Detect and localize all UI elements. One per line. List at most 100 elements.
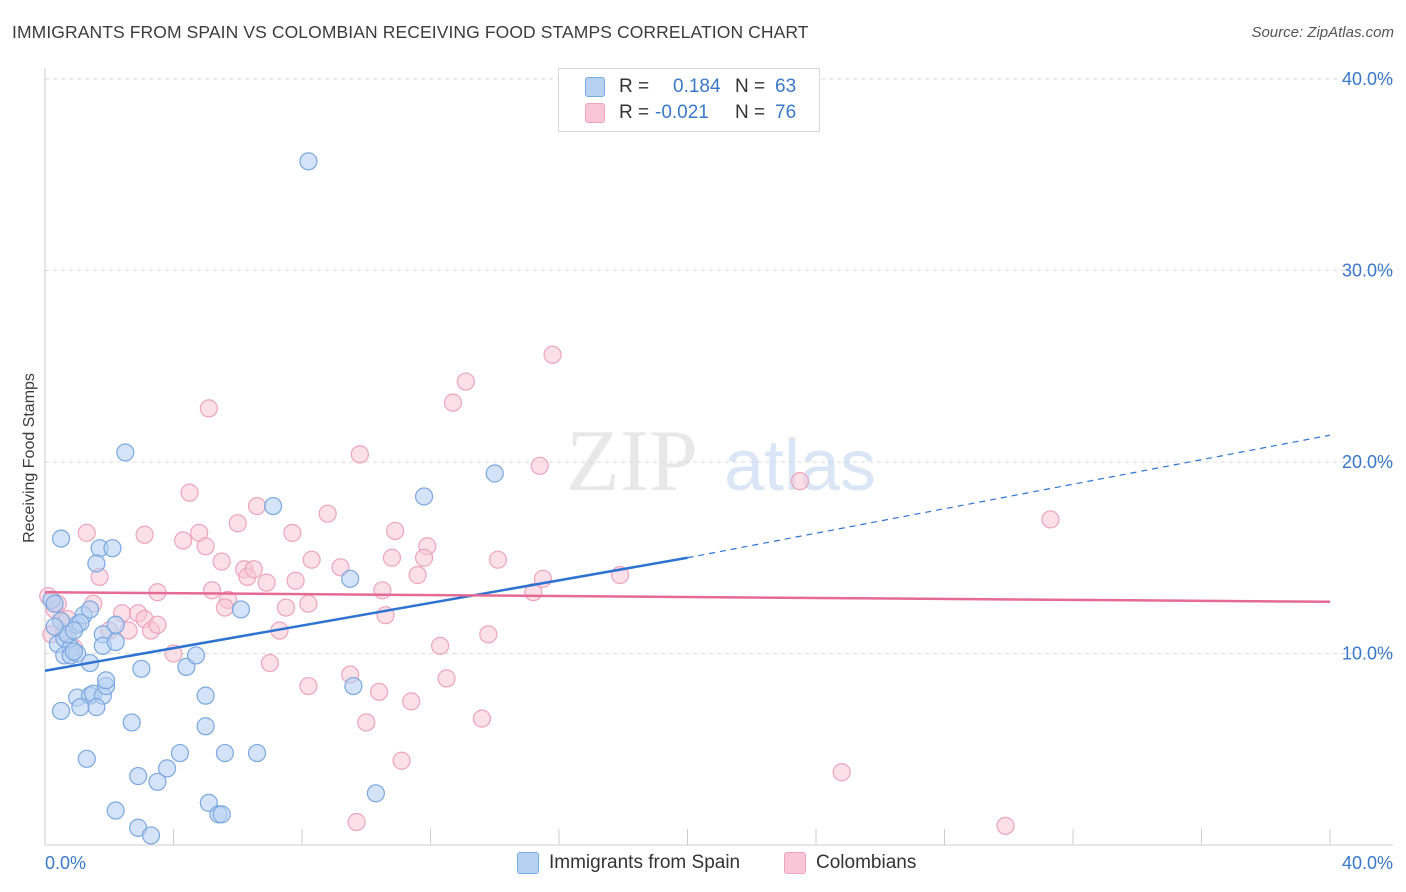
y-tick-label: 20.0% (1342, 452, 1393, 472)
legend-row-spain: R = 0.184 N = 63 (585, 75, 796, 99)
data-point-colombians (832, 763, 851, 782)
data-point-spain (186, 646, 206, 665)
data-point-spain (341, 569, 360, 588)
data-point-spain (51, 529, 71, 548)
legend-swatch-pink (585, 103, 605, 123)
data-point-colombians (996, 816, 1015, 835)
data-point-colombians (196, 537, 215, 556)
axes (44, 68, 1393, 846)
legend-r-value: -0.021 (655, 102, 709, 123)
y-tick-label: 10.0% (1342, 644, 1393, 664)
data-point-colombians (408, 565, 427, 585)
data-point-colombians (414, 548, 434, 567)
data-point-colombians (299, 676, 318, 696)
legend-row-colombians: R = -0.021 N = 76 (585, 101, 796, 125)
data-point-spain (344, 676, 363, 696)
legend-r-label: R = (619, 76, 650, 97)
watermark-atlas: atlas (724, 426, 876, 506)
data-point-colombians (180, 483, 199, 502)
legend-n-value: 76 (775, 102, 797, 123)
data-point-spain (77, 749, 96, 768)
data-point-spain (170, 743, 190, 763)
legend-n-value: 63 (775, 76, 797, 97)
data-point-spain (64, 621, 84, 640)
data-point-colombians (302, 550, 321, 569)
data-point-colombians (530, 456, 549, 475)
y-tick-label: 30.0% (1342, 261, 1393, 281)
data-point-colombians (386, 521, 405, 541)
legend-swatch-pink (784, 852, 806, 874)
legend-item-colombians: Colombians (784, 852, 916, 874)
data-point-colombians (790, 472, 810, 491)
data-point-colombians (437, 669, 456, 688)
data-point-colombians (257, 573, 276, 592)
data-point-colombians (402, 692, 421, 711)
data-point-spain (141, 826, 161, 845)
data-point-spain (366, 784, 385, 803)
series-legend: Immigrants from Spain Colombians (0, 852, 1406, 876)
data-point-colombians (443, 393, 463, 412)
data-point-spain (80, 600, 100, 619)
data-point-spain (71, 698, 90, 717)
data-point-colombians (472, 709, 491, 728)
data-point-colombians (276, 598, 296, 617)
data-point-colombians (350, 445, 369, 464)
data-point-colombians (431, 636, 450, 655)
data-point-colombians (135, 525, 154, 544)
data-point-spain (231, 600, 251, 619)
series-colombians (39, 345, 1060, 835)
source-label: Source: ZipAtlas.com (1251, 24, 1394, 41)
data-point-colombians (260, 653, 279, 673)
data-point-colombians (247, 496, 267, 516)
watermark-zip: ZIP (566, 413, 698, 510)
data-point-colombians (543, 345, 562, 364)
watermark: ZIP atlas (566, 413, 876, 510)
legend-r-value: 0.184 (673, 76, 721, 97)
data-point-colombians (382, 548, 402, 567)
legend-r-label: R = (619, 102, 650, 123)
data-point-colombians (228, 514, 247, 533)
y-tick-label: 40.0% (1342, 69, 1393, 89)
data-point-colombians (212, 552, 231, 571)
data-point-spain (247, 743, 267, 763)
data-point-colombians (215, 598, 234, 617)
data-point-spain (64, 642, 84, 661)
legend-swatch-blue (517, 852, 539, 874)
data-point-spain (129, 766, 148, 786)
data-point-colombians (479, 625, 498, 644)
data-point-spain (485, 464, 504, 483)
data-point-colombians (392, 751, 411, 770)
data-point-spain (106, 632, 125, 652)
data-point-spain (45, 594, 64, 613)
data-point-spain (263, 496, 283, 516)
data-point-spain (196, 717, 215, 736)
data-point-colombians (370, 682, 389, 701)
data-point-colombians (299, 594, 318, 613)
data-point-colombians (373, 581, 392, 600)
data-point-spain (106, 801, 125, 820)
data-point-colombians (1041, 510, 1060, 529)
data-point-spain (414, 487, 434, 506)
data-point-spain (116, 443, 135, 462)
data-point-spain (45, 617, 64, 636)
data-point-colombians (148, 615, 167, 634)
data-point-spain (103, 539, 122, 558)
x-tick-label: 0.0% (45, 853, 86, 873)
data-point-colombians (174, 531, 193, 550)
data-point-colombians (283, 523, 302, 542)
data-point-colombians (244, 560, 263, 579)
data-point-colombians (357, 713, 376, 732)
legend-n-label: N = (735, 102, 766, 123)
data-point-colombians (488, 550, 508, 569)
data-point-spain (212, 805, 231, 824)
series-immigrants-from-spain (42, 152, 504, 845)
data-point-spain (196, 686, 215, 705)
trend-lines (44, 434, 1331, 672)
data-point-colombians (456, 372, 475, 391)
data-point-colombians (199, 399, 218, 418)
trendline-spain (44, 556, 688, 672)
data-point-colombians (286, 571, 305, 590)
data-point-spain (87, 698, 106, 717)
data-point-spain (106, 615, 125, 634)
